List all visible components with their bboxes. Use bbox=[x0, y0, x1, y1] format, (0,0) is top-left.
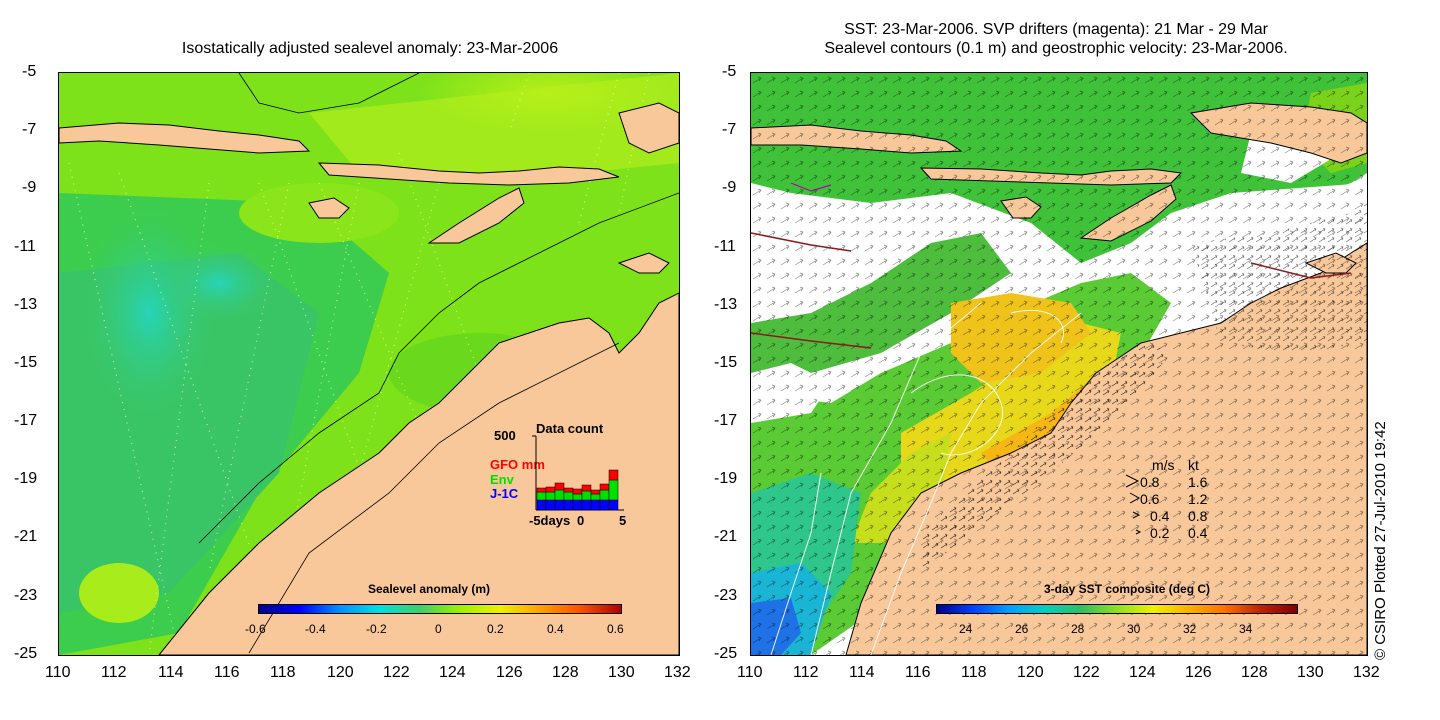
colorbar-tick: -0.4 bbox=[305, 622, 326, 636]
colorbar-tick: 24 bbox=[959, 622, 973, 636]
y-tick: -23 bbox=[14, 587, 38, 604]
y-tick: -9 bbox=[722, 179, 737, 196]
colorbar-tick: -0.2 bbox=[366, 622, 387, 636]
y-tick: -7 bbox=[22, 121, 37, 138]
x-tick: 124 bbox=[1129, 664, 1156, 681]
x-tick: 116 bbox=[214, 664, 240, 681]
velocity-kt-value: 0.4 bbox=[1188, 525, 1208, 541]
velocity-kt-value: 0.8 bbox=[1188, 508, 1208, 524]
right-panel-title-line1: SST: 23-Mar-2006. SVP drifters (magenta)… bbox=[844, 21, 1268, 38]
colorbar-tick: 26 bbox=[1015, 622, 1029, 636]
data-count-histogram bbox=[532, 435, 624, 511]
colorbar-tick: 28 bbox=[1071, 622, 1085, 636]
x-tick: 114 bbox=[158, 664, 184, 681]
x-tick: 132 bbox=[1353, 664, 1380, 681]
y-tick: -11 bbox=[714, 238, 736, 255]
colorbar-tick: -0.6 bbox=[245, 622, 266, 636]
x-tick: 130 bbox=[608, 664, 635, 681]
sealevel-colorbar-gradient bbox=[258, 604, 622, 614]
y-tick: -13 bbox=[714, 296, 738, 313]
y-tick: -25 bbox=[14, 645, 38, 662]
x-tick: 128 bbox=[1241, 664, 1268, 681]
colorbar-tick: 0.2 bbox=[487, 622, 504, 636]
velocity-arrow-0.4 bbox=[1132, 511, 1141, 519]
velocity-ms-value: 0.6 bbox=[1140, 491, 1160, 507]
sst-map-graphic bbox=[751, 73, 1367, 655]
x-tick: 118 bbox=[270, 664, 296, 681]
velocity-arrow-0.6 bbox=[1129, 492, 1141, 504]
x-tick: 118 bbox=[961, 664, 987, 681]
x-tick: 112 bbox=[793, 664, 819, 681]
y-tick: -11 bbox=[14, 238, 36, 255]
velocity-kt-value: 1.2 bbox=[1188, 491, 1208, 507]
data-count-title: Data count bbox=[536, 421, 604, 436]
y-tick: -15 bbox=[14, 354, 38, 371]
x-tick: 110 bbox=[45, 664, 71, 681]
data-count-ymax: 500 bbox=[494, 428, 516, 443]
x-tick: 132 bbox=[664, 664, 691, 681]
x-tick: 126 bbox=[1185, 664, 1212, 681]
y-tick: -7 bbox=[722, 121, 737, 138]
y-tick: -25 bbox=[714, 645, 738, 662]
colorbar-tick: 0.6 bbox=[607, 622, 624, 636]
velocity-arrow-0.2 bbox=[1135, 529, 1142, 535]
y-tick: -19 bbox=[714, 470, 738, 487]
csiro-credit: © CSIRO Plotted 27-Jul-2010 19:42 bbox=[1372, 421, 1389, 660]
x-tick: 120 bbox=[327, 664, 354, 681]
x-tick: 122 bbox=[383, 664, 410, 681]
sst-map bbox=[750, 72, 1368, 656]
x-tick: 124 bbox=[439, 664, 466, 681]
y-tick: -17 bbox=[714, 412, 738, 429]
colorbar-tick: 0 bbox=[435, 622, 442, 636]
y-tick: -9 bbox=[22, 179, 37, 196]
x-tick: 114 bbox=[849, 664, 875, 681]
left-panel-title: Isostatically adjusted sealevel anomaly:… bbox=[181, 40, 559, 57]
sst-colorbar-gradient bbox=[936, 604, 1298, 614]
sealevel-anomaly-map bbox=[58, 72, 680, 656]
right-panel-title-line2: Sealevel contours (0.1 m) and geostrophi… bbox=[824, 40, 1288, 57]
y-tick: -5 bbox=[722, 63, 737, 80]
x-tick: 128 bbox=[552, 664, 579, 681]
y-tick: -19 bbox=[14, 470, 38, 487]
x-tick: 116 bbox=[905, 664, 931, 681]
y-tick: -23 bbox=[714, 587, 738, 604]
velocity-kt-value: 1.6 bbox=[1188, 474, 1208, 490]
x-tick: 112 bbox=[101, 664, 127, 681]
colorbar-tick: 0.4 bbox=[547, 622, 564, 636]
sealevel-map-graphic bbox=[59, 73, 679, 655]
velocity-arrow-0.8 bbox=[1125, 474, 1140, 488]
legend-gfo: GFO mm bbox=[490, 457, 545, 472]
legend-j1c: J-1C bbox=[490, 486, 519, 501]
y-tick: -17 bbox=[14, 412, 38, 429]
y-tick: -13 bbox=[14, 296, 38, 313]
x-tick: 110 bbox=[737, 664, 763, 681]
colorbar-tick: 32 bbox=[1183, 622, 1197, 636]
y-tick: -21 bbox=[714, 528, 738, 545]
hist-x-label-end: 5 bbox=[619, 513, 627, 528]
velocity-ms-value: 0.8 bbox=[1140, 474, 1160, 490]
x-tick: 130 bbox=[1297, 664, 1324, 681]
y-tick: -21 bbox=[14, 528, 38, 545]
velocity-header-ms: m/s bbox=[1152, 457, 1175, 473]
colorbar-tick: 34 bbox=[1239, 622, 1253, 636]
y-tick: -5 bbox=[22, 63, 37, 80]
velocity-ms-value: 0.4 bbox=[1150, 508, 1170, 524]
x-tick: 126 bbox=[496, 664, 523, 681]
x-tick: 120 bbox=[1017, 664, 1044, 681]
sst-colorbar-label: 3-day SST composite (deg C) bbox=[1044, 582, 1211, 596]
velocity-header-kt: kt bbox=[1188, 457, 1199, 473]
velocity-ms-value: 0.2 bbox=[1150, 525, 1170, 541]
x-tick: 122 bbox=[1073, 664, 1100, 681]
sealevel-colorbar-label: Sealevel anomaly (m) bbox=[368, 582, 491, 596]
hist-x-label-start: -5days bbox=[529, 513, 571, 528]
hist-x-label-zero: 0 bbox=[577, 513, 585, 528]
y-tick: -15 bbox=[714, 354, 738, 371]
colorbar-tick: 30 bbox=[1127, 622, 1141, 636]
legend-env: Env bbox=[490, 472, 514, 487]
